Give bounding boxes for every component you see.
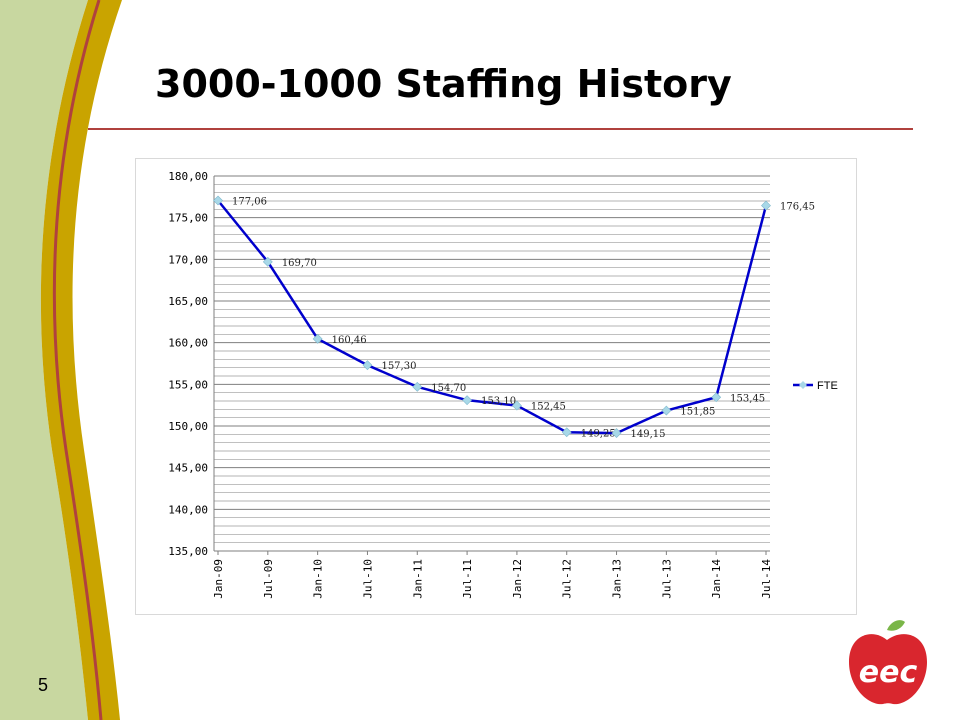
data-point — [711, 392, 722, 403]
data-label: 149,25 — [581, 428, 616, 439]
x-tick-label: Jan-13 — [611, 559, 624, 599]
x-tick-label: Jul-13 — [660, 559, 673, 599]
x-tick-label: Jul-14 — [760, 559, 773, 599]
data-point — [412, 381, 423, 392]
data-label: 177,06 — [232, 197, 267, 208]
y-tick-label: 135,00 — [168, 545, 208, 558]
data-point — [511, 400, 522, 411]
data-label: 160,46 — [332, 335, 367, 346]
y-tick-label: 165,00 — [168, 295, 208, 308]
data-label: 157,30 — [381, 361, 416, 372]
data-label: 154,70 — [431, 383, 466, 394]
x-tick-label: Jul-12 — [561, 559, 574, 599]
y-tick-label: 170,00 — [168, 253, 208, 266]
logo-leaf — [887, 620, 905, 631]
x-tick-label: Jan-14 — [710, 559, 723, 599]
data-label: 153,10 — [481, 396, 516, 407]
data-point — [611, 428, 622, 439]
data-label: 149,15 — [631, 429, 666, 440]
y-tick-label: 175,00 — [168, 212, 208, 225]
plot-area — [214, 176, 770, 551]
x-tick-label: Jul-10 — [361, 559, 374, 599]
y-tick-label: 160,00 — [168, 337, 208, 350]
x-tick-label: Jan-11 — [411, 559, 424, 599]
y-tick-label: 140,00 — [168, 503, 208, 516]
data-point — [213, 195, 223, 206]
logo-apple — [849, 634, 927, 705]
data-point — [462, 395, 473, 406]
x-tick-label: Jan-10 — [312, 559, 325, 599]
data-point — [561, 427, 572, 438]
data-point — [761, 200, 771, 211]
data-point — [262, 256, 273, 267]
data-point — [312, 333, 323, 344]
x-tick-label: Jan-09 — [212, 559, 225, 599]
y-tick-label: 150,00 — [168, 420, 208, 433]
eec-logo: eec — [849, 620, 927, 705]
chart-area: 135,00 140,00 145,00 150,00 155,00 160,00 165,… — [135, 158, 857, 615]
data-label: 169,70 — [282, 258, 317, 269]
data-label: 176,45 — [780, 202, 815, 213]
line-chart: 135,00 140,00 145,00 150,00 155,00 160,00 165,… — [168, 170, 838, 599]
data-label: 151,85 — [680, 407, 715, 418]
title-rule — [88, 128, 913, 130]
legend-label: FTE — [817, 380, 838, 392]
series-line-fte — [217, 199, 768, 435]
legend-marker — [799, 381, 807, 389]
x-tick-label: Jul-11 — [461, 559, 474, 599]
page-number: 5 — [38, 675, 49, 695]
y-tick-label: 180,00 — [168, 170, 208, 183]
y-tick-label: 155,00 — [168, 378, 208, 391]
data-label: 153,45 — [730, 393, 765, 404]
data-point — [661, 405, 672, 416]
sidebar-green-band — [0, 0, 88, 720]
x-tick-label: Jul-09 — [262, 559, 275, 599]
svg-text:eec: eec — [859, 655, 918, 690]
data-point — [362, 360, 373, 371]
x-tick-label: Jan-12 — [511, 559, 524, 599]
slide-title: 3000-1000 Staffing History — [155, 62, 732, 106]
sidebar-red-line — [52, 0, 103, 720]
data-label: 152,45 — [531, 402, 566, 413]
y-tick-label: 145,00 — [168, 462, 208, 475]
